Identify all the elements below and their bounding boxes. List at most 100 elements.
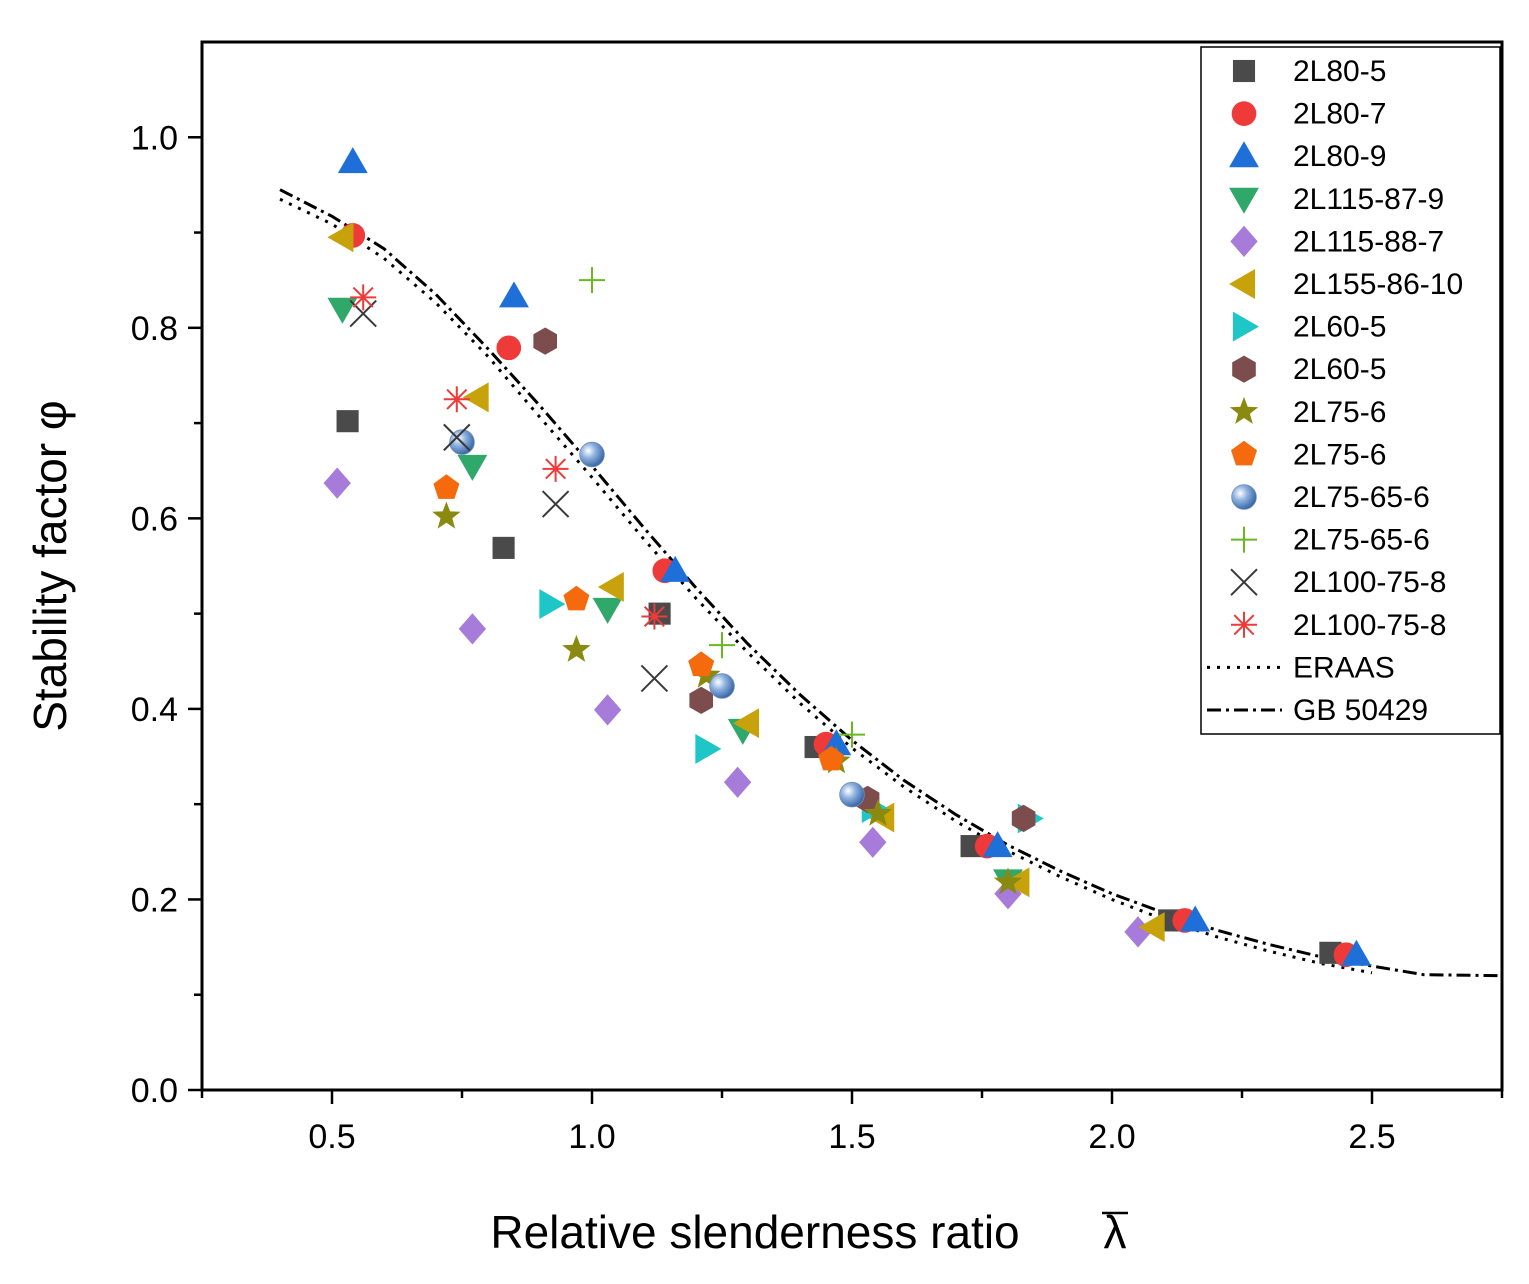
data-point — [563, 585, 590, 611]
legend-symbol — [1229, 187, 1259, 214]
data-point — [839, 781, 865, 808]
legend-label: 2L75-6 — [1293, 438, 1386, 471]
series-3-2l80-9 — [337, 147, 1372, 966]
y-axis-title: Stability factor φ — [24, 400, 76, 732]
legend-symbol — [1231, 526, 1257, 553]
data-point — [723, 766, 752, 798]
legend-item: 2L60-5 — [1232, 353, 1386, 386]
series-8-2l60-5 — [533, 327, 1036, 833]
legend-symbol — [1231, 440, 1257, 466]
legend: 2L80-5 2L80-7 2L80-9 2L115-87-9 2L115-88-7 2L… — [1200, 46, 1501, 735]
data-point — [597, 572, 624, 602]
data-point — [433, 474, 460, 499]
data-point — [839, 721, 865, 748]
legend-item: 2L60-5 — [1232, 311, 1386, 344]
legend-item: 2L80-9 — [1229, 140, 1386, 173]
legend-item: 2L75-65-6 — [1231, 524, 1430, 557]
data-point — [336, 410, 359, 433]
legend-label: 2L100-75-8 — [1293, 609, 1446, 642]
data-point — [457, 454, 488, 481]
series-6-2l155-86-10 — [327, 222, 1165, 943]
series-5-2l115-88-7 — [323, 467, 1152, 948]
data-point — [592, 597, 623, 624]
data-point — [688, 651, 715, 677]
x-tick-label: 2.0 — [1088, 1118, 1135, 1156]
data-point — [1180, 905, 1211, 932]
data-point — [562, 634, 591, 662]
data-point — [496, 335, 522, 361]
legend-symbol — [1232, 355, 1256, 383]
data-point — [443, 386, 470, 413]
series-1-2l80-5 — [336, 410, 1342, 964]
ticks-layer: 0.5 1.0 1.5 2.0 2.5 0.0 0.2 0.4 0.6 0.8 1.0 — [131, 119, 1504, 1156]
data-point — [1003, 867, 1030, 898]
series-9-2l75-6 — [432, 501, 1023, 895]
data-point — [542, 455, 569, 482]
legend-symbol — [1231, 484, 1257, 510]
x-tick-label: 1.5 — [828, 1118, 875, 1156]
data-point — [818, 745, 845, 771]
data-point — [533, 327, 557, 355]
legend-item: 2L100-75-8 — [1230, 566, 1446, 599]
legend-item: 2L115-88-7 — [1230, 225, 1444, 258]
legend-item: GB 50429 — [1207, 694, 1428, 727]
legend-symbol — [1230, 568, 1258, 596]
x-axis-symbol: λ — [1104, 1206, 1127, 1258]
legend-symbol — [1231, 611, 1257, 638]
series-4-2l115-87-9 — [327, 297, 1023, 896]
points-layer — [323, 147, 1372, 968]
legend-label: 2L115-87-9 — [1293, 183, 1444, 216]
data-point — [660, 555, 691, 582]
data-point — [541, 490, 570, 518]
data-point — [641, 603, 668, 630]
legend-label: 2L80-9 — [1293, 140, 1386, 173]
legend-label: 2L80-5 — [1293, 55, 1386, 88]
series-10-2l75-6 — [433, 474, 845, 771]
curves-layer — [279, 188, 1503, 978]
legend-label: 2L75-65-6 — [1293, 524, 1430, 557]
data-point — [1138, 912, 1165, 943]
data-point — [863, 798, 893, 826]
data-point — [492, 536, 515, 559]
legend-item: ERAAS — [1207, 651, 1395, 684]
data-point — [982, 831, 1013, 858]
data-point — [1341, 939, 1372, 966]
legend-label: 2L75-65-6 — [1293, 481, 1430, 514]
legend-item: 2L115-87-9 — [1229, 183, 1444, 216]
data-point — [689, 686, 713, 714]
legend-label: 2L60-5 — [1293, 311, 1386, 344]
data-point — [579, 441, 605, 468]
series-12-2l75-65-6 — [579, 267, 865, 748]
data-point — [327, 297, 358, 324]
data-point — [695, 733, 722, 764]
legend-symbol — [1229, 396, 1259, 424]
x-axis-title: Relative slenderness ratio — [490, 1206, 1019, 1258]
data-point — [350, 284, 377, 311]
legend-label: 2L115-88-7 — [1293, 225, 1444, 258]
y-tick-label: 1.0 — [131, 119, 178, 157]
legend-symbol — [1232, 59, 1256, 83]
data-point — [733, 708, 760, 739]
curve-gb-50429 — [279, 188, 1503, 978]
data-point — [859, 826, 887, 858]
data-point — [709, 632, 735, 659]
y-tick-label: 0.4 — [131, 691, 178, 729]
legend-item: 2L80-7 — [1231, 98, 1386, 131]
data-point — [579, 267, 605, 294]
data-point — [327, 222, 354, 253]
legend-label: 2L155-86-10 — [1293, 268, 1463, 301]
legend-item: 2L155-86-10 — [1229, 268, 1463, 301]
x-tick-label: 0.5 — [308, 1118, 355, 1156]
legend-item: 2L80-5 — [1232, 55, 1386, 88]
legend-label: GB 50429 — [1293, 694, 1428, 727]
y-tick-label: 0.6 — [131, 500, 178, 538]
legend-label: 2L80-7 — [1293, 98, 1386, 131]
data-point — [337, 147, 368, 174]
y-tick-label: 0.0 — [131, 1072, 178, 1110]
data-point — [432, 501, 461, 529]
data-point — [323, 467, 351, 499]
legend-symbol — [1232, 311, 1259, 342]
data-point — [443, 423, 471, 452]
legend-symbol — [1229, 269, 1256, 299]
